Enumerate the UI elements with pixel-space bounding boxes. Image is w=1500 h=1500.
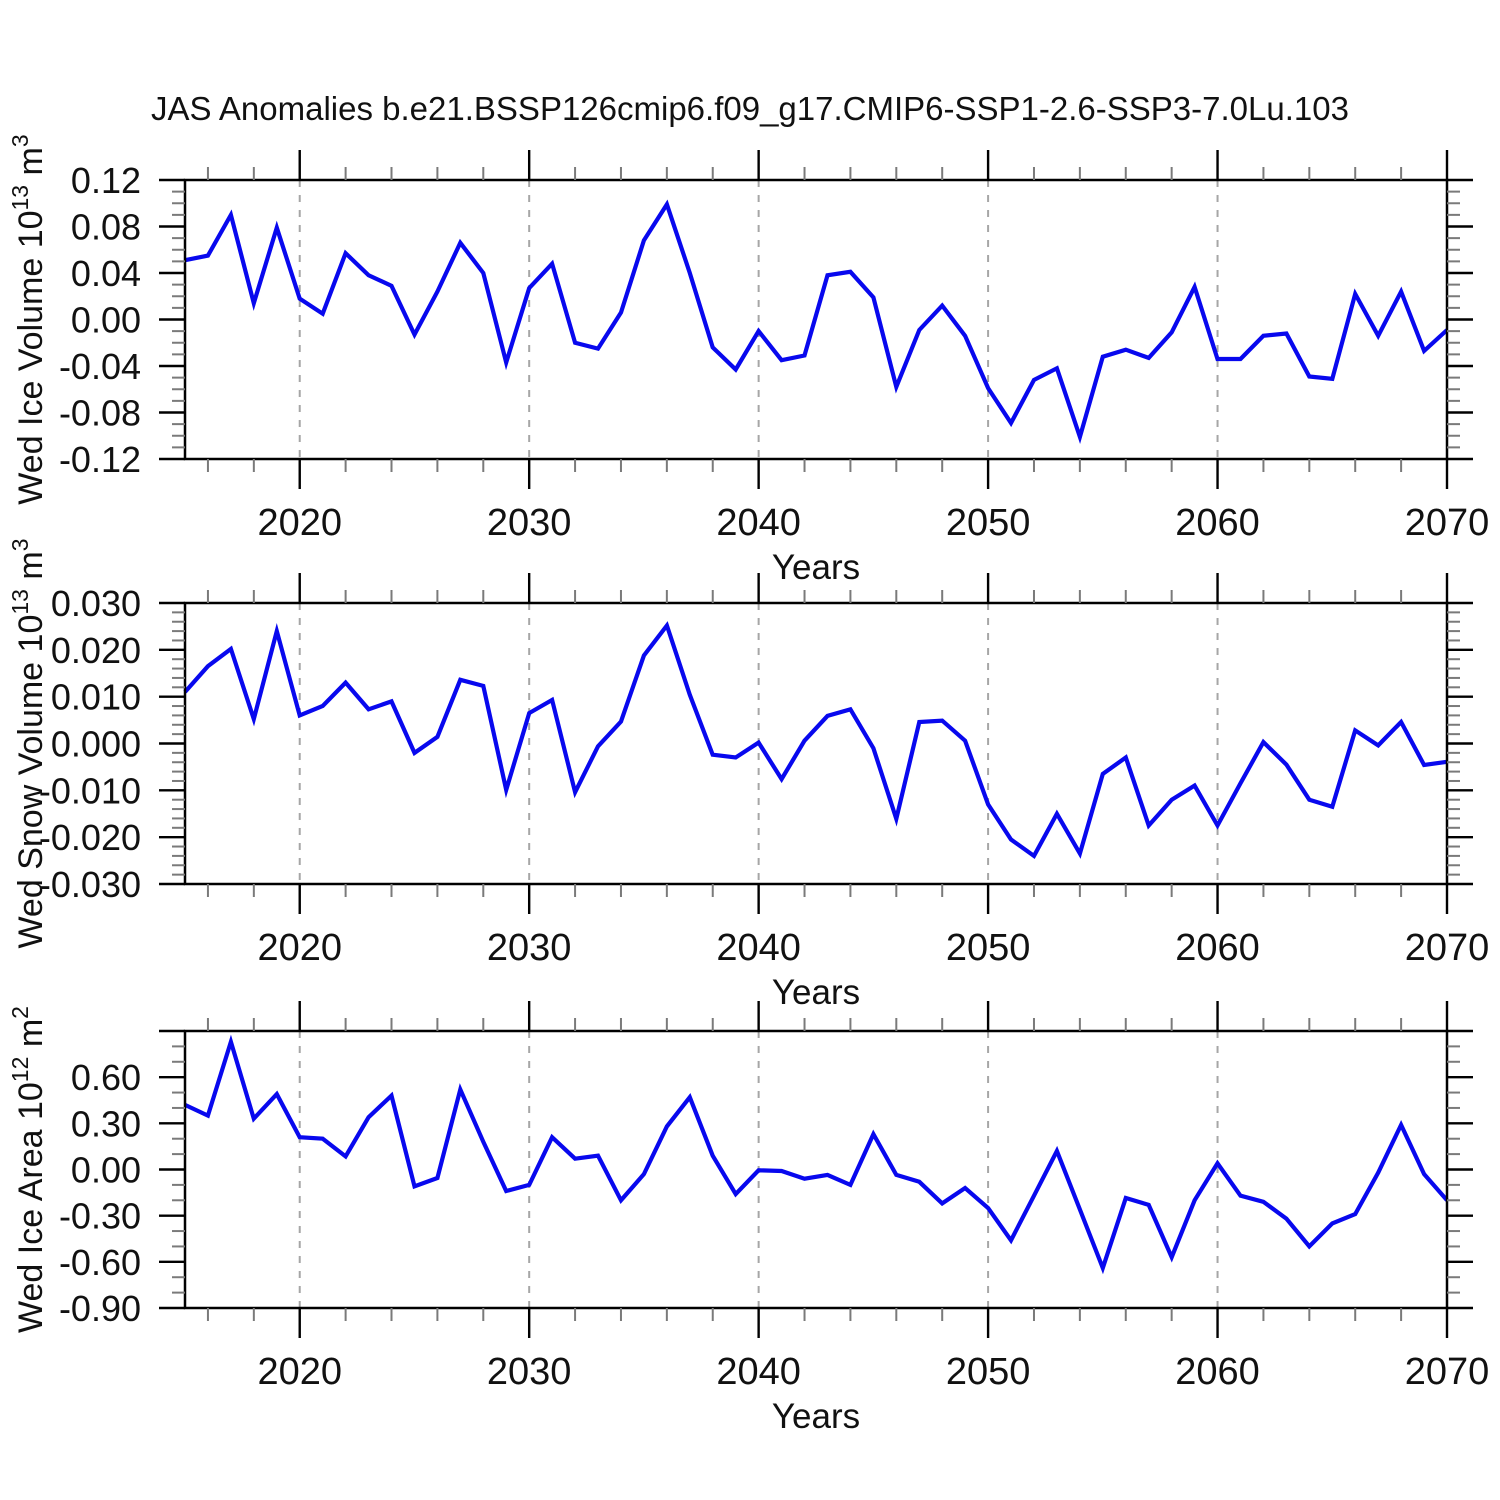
x-tick-label: 2060	[1175, 927, 1260, 969]
x-tick-label: 2030	[487, 927, 572, 969]
y-major-ticks	[159, 178, 1473, 461]
y-tick-label: -0.90	[59, 1288, 141, 1329]
y-tick-labels: 0.030 0.020 0.010 0.000 -0.010 -0.020 -0.030	[39, 583, 141, 905]
y-tick-labels: 0.60 0.30 0.00 -0.30 -0.60 -0.90	[59, 1057, 141, 1329]
y-tick-label: 0.60	[71, 1057, 141, 1098]
y-tick-label: -0.020	[39, 817, 141, 858]
x-axis-title: Years	[772, 1397, 860, 1436]
y-tick-label: 0.30	[71, 1103, 141, 1144]
x-axis-title: Years	[772, 973, 860, 1012]
x-tick-label: 2030	[487, 1351, 572, 1393]
y-tick-label: -0.010	[39, 770, 141, 811]
x-tick-labels: 2020 2030 2040 2050 2060 2070	[257, 927, 1489, 969]
x-tick-label: 2050	[946, 927, 1031, 969]
y-tick-label: 0.020	[51, 630, 141, 671]
y-axis-title: Wed Snow Volume 1013 m3	[7, 538, 50, 948]
x-tick-labels: 2020 2030 2040 2050 2060 2070	[257, 1351, 1489, 1393]
x-tick-label: 2070	[1405, 1351, 1490, 1393]
y-major-ticks	[159, 1029, 1473, 1310]
snow-volume-chart: 0.030 0.020 0.010 0.000 -0.010 -0.020 -0.030 20…	[7, 538, 1489, 1012]
x-axis-title: Years	[772, 548, 860, 587]
x-tick-label: 2020	[257, 927, 342, 969]
y-major-ticks	[159, 601, 1473, 886]
y-tick-label: 0.00	[71, 1150, 141, 1191]
y-tick-labels: 0.12 0.08 0.04 0.00 -0.04 -0.08 -0.12	[59, 160, 141, 480]
x-major-ticks	[298, 573, 1449, 914]
y-tick-label: 0.030	[51, 583, 141, 624]
y-tick-label: 0.12	[71, 160, 141, 201]
y-tick-label: -0.12	[59, 439, 141, 480]
x-tick-label: 2040	[716, 502, 801, 544]
decade-gridlines	[298, 180, 1219, 459]
x-tick-label: 2050	[946, 502, 1031, 544]
x-tick-label: 2070	[1405, 502, 1490, 544]
x-tick-labels: 2020 2030 2040 2050 2060 2070	[257, 502, 1489, 544]
ice-area-data-line	[184, 1034, 1449, 1275]
x-tick-label: 2060	[1175, 1351, 1260, 1393]
x-tick-label: 2040	[716, 927, 801, 969]
y-tick-label: -0.04	[59, 346, 141, 387]
axes-frame	[183, 1029, 1449, 1310]
y-tick-label: 0.04	[71, 253, 141, 294]
y-tick-label: -0.030	[39, 864, 141, 905]
x-major-ticks	[298, 150, 1449, 489]
y-minor-ticks	[172, 611, 1460, 876]
y-tick-label: -0.08	[59, 393, 141, 434]
x-tick-label: 2070	[1405, 927, 1490, 969]
snow-volume-data-line	[183, 621, 1448, 859]
x-tick-label: 2020	[257, 1351, 342, 1393]
y-minor-ticks	[172, 1045, 1460, 1294]
x-tick-label: 2030	[487, 502, 572, 544]
y-tick-label: -0.60	[59, 1242, 141, 1283]
y-tick-label: 0.010	[51, 677, 141, 718]
y-axis-title: Wed Ice Area 1012 m2	[7, 1006, 50, 1333]
y-tick-label: 0.000	[51, 724, 141, 765]
y-tick-label: 0.00	[71, 300, 141, 341]
y-minor-ticks	[172, 190, 1460, 449]
x-minor-ticks	[206, 167, 1403, 472]
x-tick-label: 2060	[1175, 502, 1260, 544]
y-tick-label: 0.08	[71, 207, 141, 248]
figure-title: JAS Anomalies b.e21.BSSP126cmip6.f09_g17…	[151, 90, 1349, 127]
ice-volume-data-line	[184, 199, 1449, 444]
x-tick-label: 2020	[257, 502, 342, 544]
x-tick-label: 2040	[716, 1351, 801, 1393]
x-minor-ticks	[206, 1018, 1403, 1321]
x-tick-label: 2050	[946, 1351, 1031, 1393]
y-tick-label: -0.30	[59, 1196, 141, 1237]
axes-frame	[183, 601, 1449, 886]
y-axis-title: Wed Ice Volume 1013 m3	[7, 134, 50, 504]
x-minor-ticks	[206, 590, 1403, 897]
x-major-ticks	[298, 1001, 1449, 1338]
